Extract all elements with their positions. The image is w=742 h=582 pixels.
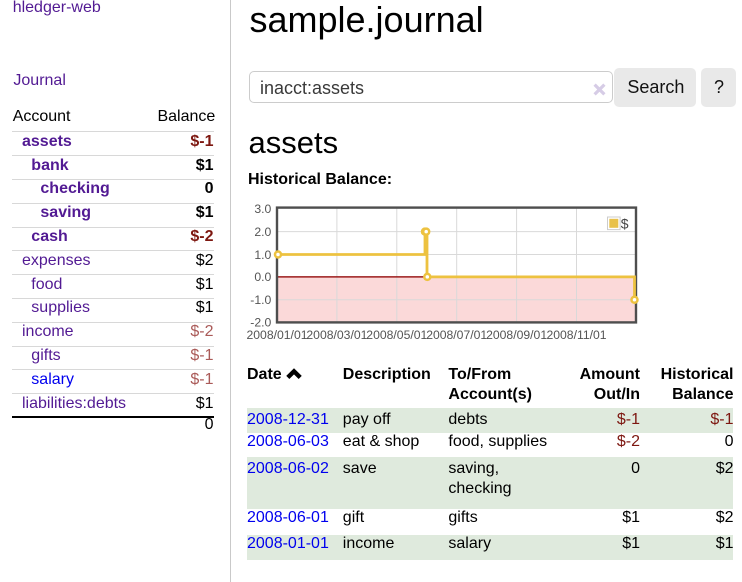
svg-text:2008/03/01: 2008/03/01 [306, 328, 367, 342]
svg-text:-1.0: -1.0 [250, 293, 271, 307]
svg-text:2008/05/01: 2008/05/01 [366, 328, 427, 342]
svg-text:3.0: 3.0 [254, 202, 271, 216]
svg-text:2008/11/01: 2008/11/01 [546, 328, 606, 342]
svg-text:0.0: 0.0 [254, 270, 271, 284]
svg-text:1.0: 1.0 [254, 248, 271, 262]
svg-text:2.0: 2.0 [254, 225, 271, 239]
svg-text:2008/01/01: 2008/01/01 [247, 328, 308, 342]
svg-text:$: $ [621, 216, 629, 232]
svg-text:2008/07/01: 2008/07/01 [426, 328, 487, 342]
svg-text:-2.0: -2.0 [250, 316, 271, 330]
svg-text:2008/09/01: 2008/09/01 [486, 328, 547, 342]
